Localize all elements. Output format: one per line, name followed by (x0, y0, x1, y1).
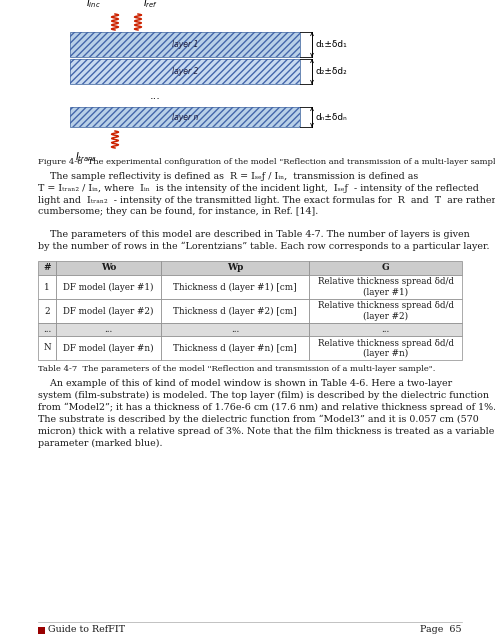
Bar (56, 323, 161, 336)
Text: DF model (layer #1): DF model (layer #1) (63, 282, 154, 292)
Text: Thickness d (layer #2) [cm]: Thickness d (layer #2) [cm] (173, 307, 297, 316)
Bar (56, 275, 161, 299)
Text: ...: ... (149, 91, 160, 101)
Bar (38, 336, 56, 360)
Text: layer 1: layer 1 (172, 40, 198, 49)
Text: #: # (43, 264, 51, 273)
Text: (layer #1): (layer #1) (363, 287, 408, 296)
Bar (70, 32, 300, 57)
Bar (38, 261, 56, 275)
Bar (70, 32, 300, 57)
Bar (38, 323, 56, 336)
Text: Thickness d (layer #n) [cm]: Thickness d (layer #n) [cm] (173, 344, 297, 353)
Bar (161, 336, 309, 360)
Bar (70, 59, 300, 84)
Text: (layer #2): (layer #2) (363, 312, 408, 321)
Bar (56, 299, 161, 323)
Text: 1: 1 (44, 282, 50, 291)
Text: layer n: layer n (172, 113, 198, 122)
Text: N: N (43, 344, 51, 353)
Text: Thickness d (layer #1) [cm]: Thickness d (layer #1) [cm] (173, 282, 297, 292)
Text: DF model (layer #2): DF model (layer #2) (63, 307, 154, 316)
Text: (layer #n): (layer #n) (363, 348, 408, 358)
Bar (56, 336, 161, 360)
Text: d₂±δd₂: d₂±δd₂ (316, 67, 348, 76)
Text: The parameters of this model are described in Table 4-7. The number of layers is: The parameters of this model are describ… (38, 230, 490, 252)
Text: Figure 4-6  The experimental configuration of the model "Reflection and transmis: Figure 4-6 The experimental configuratio… (38, 158, 495, 166)
Bar (70, 107, 300, 127)
Text: An example of this of kind of model window is shown in Table 4-6. Here a two-lay: An example of this of kind of model wind… (38, 379, 495, 449)
Text: ...: ... (43, 325, 51, 334)
Bar (309, 261, 462, 275)
Text: $I_{ref}$: $I_{ref}$ (143, 0, 158, 10)
Bar (161, 323, 309, 336)
Bar (38, 627, 45, 634)
Text: $I_{inc}$: $I_{inc}$ (86, 0, 101, 10)
Text: $I_{trans}$: $I_{trans}$ (75, 150, 97, 164)
Bar (161, 299, 309, 323)
Bar (309, 299, 462, 323)
Text: ...: ... (381, 325, 390, 334)
Bar (70, 59, 300, 84)
Text: dₙ±δdₙ: dₙ±δdₙ (316, 113, 348, 122)
Text: G: G (382, 264, 390, 273)
Bar (56, 261, 161, 275)
Bar (161, 261, 309, 275)
Text: Wp: Wp (227, 264, 243, 273)
Bar (38, 299, 56, 323)
Bar (38, 275, 56, 299)
Bar (309, 275, 462, 299)
Text: Table 4-7  The parameters of the model "Reflection and transmission of a multi-l: Table 4-7 The parameters of the model "R… (38, 365, 436, 373)
Text: Wo: Wo (101, 264, 116, 273)
Text: Page  65: Page 65 (420, 625, 462, 634)
Text: d₁±δd₁: d₁±δd₁ (316, 40, 348, 49)
Bar (70, 107, 300, 127)
Text: layer 2: layer 2 (172, 67, 198, 76)
Text: DF model (layer #n): DF model (layer #n) (63, 344, 154, 353)
Text: Relative thickness spread δd/d: Relative thickness spread δd/d (317, 339, 453, 348)
Text: ...: ... (104, 325, 113, 334)
Bar (161, 275, 309, 299)
Text: 2: 2 (44, 307, 50, 316)
Text: Relative thickness spread δd/d: Relative thickness spread δd/d (317, 301, 453, 310)
Text: Relative thickness spread δd/d: Relative thickness spread δd/d (317, 278, 453, 287)
Bar (309, 323, 462, 336)
Text: ...: ... (231, 325, 239, 334)
Text: The sample reflectivity is defined as  R = Iₛₑƒ / Iᵢₙ⁣,  transmission is defined: The sample reflectivity is defined as R … (38, 172, 495, 216)
Bar (309, 336, 462, 360)
Text: Guide to RefFIT: Guide to RefFIT (48, 625, 125, 634)
